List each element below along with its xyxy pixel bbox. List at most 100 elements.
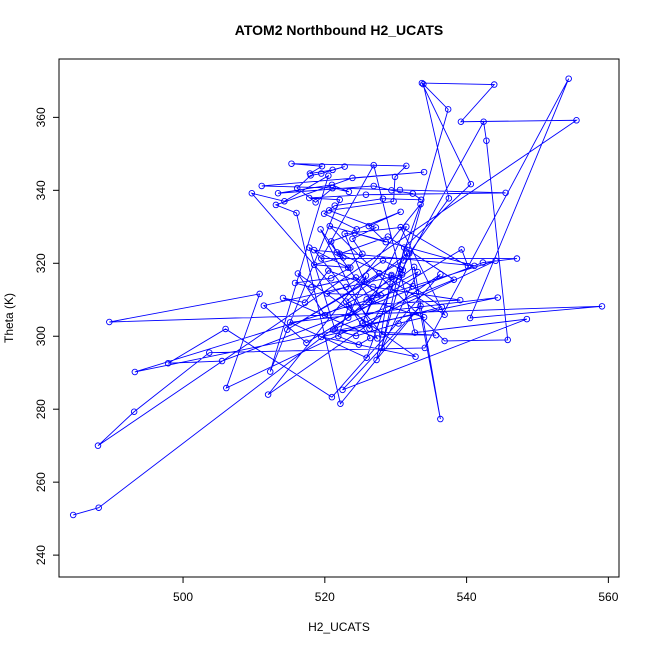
- data-point: [397, 208, 404, 216]
- data-point: [351, 229, 358, 237]
- data-point: [378, 331, 386, 338]
- data-point: [327, 274, 335, 282]
- data-point: [352, 332, 360, 340]
- x-tick-label: 540: [457, 590, 477, 604]
- data-point: [420, 80, 427, 88]
- x-tick-label: 500: [173, 590, 193, 604]
- data-point: [399, 266, 407, 274]
- data-point: [464, 262, 472, 270]
- data-point: [131, 368, 139, 376]
- y-axis-label: Theta (K): [2, 293, 16, 343]
- data-point: [305, 244, 313, 251]
- data-point: [395, 320, 402, 327]
- data-point: [288, 160, 295, 167]
- data-point: [256, 290, 263, 298]
- data-point: [321, 311, 329, 319]
- data-point: [417, 302, 424, 310]
- data-point: [432, 331, 440, 339]
- x-tick-label: 560: [598, 590, 618, 604]
- data-point: [388, 273, 395, 280]
- data-point: [471, 262, 478, 270]
- data-point: [305, 194, 313, 202]
- data-point: [328, 393, 336, 401]
- y-tick-label: 280: [34, 399, 48, 419]
- series-line: [73, 78, 603, 516]
- data-point: [362, 272, 370, 279]
- data-point: [450, 276, 458, 283]
- data-point: [258, 182, 265, 190]
- data-point: [317, 226, 324, 233]
- data-point: [377, 292, 385, 299]
- data-point: [361, 278, 368, 286]
- data-point: [293, 184, 301, 192]
- data-point: [420, 168, 428, 176]
- data-point: [349, 235, 356, 243]
- data-point: [490, 81, 498, 88]
- data-point: [279, 294, 287, 302]
- x-axis-label: H2_UCATS: [308, 620, 370, 634]
- data-point: [458, 246, 465, 253]
- data-point: [222, 325, 229, 333]
- data-point: [352, 274, 360, 281]
- data-point: [388, 187, 395, 194]
- data-point: [266, 368, 274, 375]
- data-point: [359, 250, 366, 258]
- data-point: [344, 264, 352, 271]
- data-point: [365, 222, 373, 230]
- data-point: [359, 319, 366, 327]
- data-point: [410, 263, 418, 271]
- data-point: [94, 442, 102, 449]
- data-point: [206, 349, 213, 356]
- data-point: [369, 283, 377, 291]
- data-point: [479, 259, 487, 266]
- data-point: [373, 356, 380, 364]
- data-point: [293, 209, 300, 217]
- data-point: [355, 341, 363, 348]
- data-point: [363, 354, 370, 362]
- data-point: [106, 318, 113, 326]
- data-point: [444, 106, 452, 113]
- data-point: [345, 301, 353, 309]
- data-point: [372, 224, 380, 231]
- data-point: [331, 202, 339, 209]
- data-point: [325, 172, 332, 179]
- data-point: [573, 117, 580, 124]
- data-point: [494, 294, 502, 301]
- plot-frame: [58, 58, 620, 578]
- data-point: [347, 264, 354, 271]
- data-point: [303, 339, 310, 347]
- data-point: [374, 335, 381, 342]
- data-point: [396, 186, 404, 194]
- data-point: [328, 181, 336, 189]
- data-point: [502, 189, 509, 197]
- data-point: [396, 265, 404, 273]
- data-point: [362, 191, 370, 198]
- data-point: [248, 189, 256, 197]
- data-point: [480, 118, 487, 125]
- data-point: [345, 188, 353, 196]
- y-tick-label: 360: [34, 107, 48, 127]
- data-point: [331, 325, 339, 332]
- chart-title: ATOM2 Northbound H2_UCATS: [235, 22, 443, 38]
- data-point: [281, 198, 288, 205]
- data-point: [307, 172, 314, 179]
- data-point: [366, 334, 374, 342]
- data-point: [382, 238, 390, 246]
- data-point: [335, 332, 342, 340]
- data-point: [353, 226, 360, 233]
- data-point: [341, 230, 348, 237]
- data-point: [411, 329, 419, 336]
- data-point: [409, 283, 416, 290]
- y-tick-label: 260: [34, 472, 48, 492]
- data-point: [403, 223, 410, 231]
- data-point: [330, 326, 337, 333]
- data-point: [598, 303, 606, 310]
- data-point: [445, 195, 453, 202]
- data-point: [95, 504, 102, 511]
- data-point: [513, 255, 521, 262]
- data-layer: [69, 75, 606, 519]
- data-point: [504, 336, 511, 344]
- data-point: [441, 311, 448, 318]
- data-point: [164, 359, 172, 367]
